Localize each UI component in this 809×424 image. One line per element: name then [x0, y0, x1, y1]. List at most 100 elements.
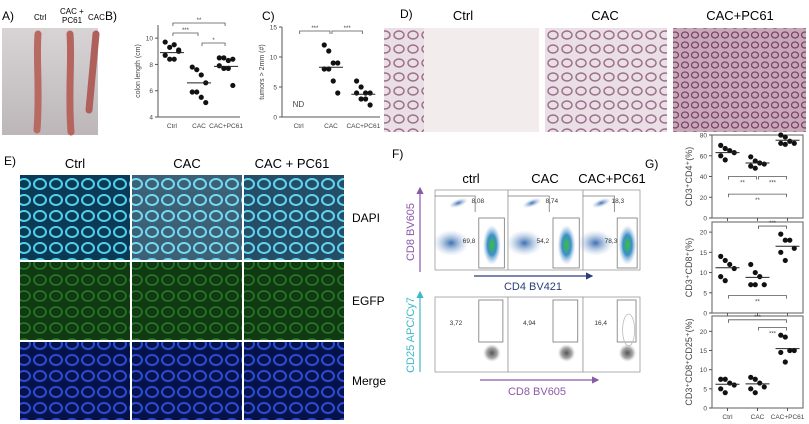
data-point [727, 261, 733, 268]
facs-cd8-cd25-0: 3,72 [434, 296, 509, 373]
y-tick-label: 0 [703, 406, 707, 413]
data-point [198, 72, 204, 78]
data-point [330, 60, 336, 66]
panel-f: F) ctrl CAC CAC+PC61 8,08 69,8 3,72 8,74 54,… [392, 147, 646, 398]
y-tick-label: 10 [700, 367, 708, 374]
y-axis-label: CD3⁺CD8⁺CD25⁺(%) [684, 318, 694, 405]
data-point [782, 134, 788, 140]
data-point [718, 153, 724, 159]
cd4-axis-label: CD4 BV421 [504, 281, 562, 293]
cd4-gate [616, 217, 638, 269]
cd4-neg-population [506, 230, 543, 256]
x-tick-label: Ctrl [167, 123, 178, 130]
row-egfp: EGFP [352, 294, 385, 308]
data-point [782, 257, 788, 264]
x-tick-label: CAC [324, 123, 338, 130]
data-point [167, 56, 173, 62]
data-point [353, 90, 360, 96]
data-point [718, 142, 724, 148]
data-point [791, 245, 797, 251]
panel-letter: D) [400, 7, 413, 21]
panel-letter: A) [2, 9, 14, 23]
y-tick-label: 20 [700, 329, 708, 336]
cd8-population-contour [482, 344, 501, 362]
significance-label: *** [311, 26, 319, 32]
y-tick-label: 10 [146, 36, 154, 43]
data-point [778, 332, 784, 338]
data-point [731, 265, 737, 272]
data-point [748, 374, 754, 380]
data-point [367, 90, 373, 96]
significance-bracket [201, 42, 226, 46]
data-point [752, 269, 758, 276]
data-point [162, 52, 168, 58]
significance-bracket [728, 295, 787, 299]
significance-label: *** [182, 28, 190, 34]
y-tick-label: 5 [273, 85, 277, 92]
colon-ctrl [33, 30, 42, 134]
label-ctrl: Ctrl [34, 13, 47, 22]
x-tick-label: CAC+PC61 [771, 414, 805, 421]
col-cac: CAC [173, 156, 200, 171]
data-point [367, 102, 373, 108]
cd4-neg-population [577, 230, 614, 256]
data-point [718, 386, 724, 392]
facs-cd4-cd8-2: 18,3 78,3 [577, 189, 641, 271]
cd25-gate [616, 299, 637, 343]
data-point [752, 158, 758, 164]
data-point [748, 154, 754, 160]
cd8-pos-population [448, 197, 468, 209]
cd8-gate [508, 195, 550, 212]
x-tick-label: CAC [751, 414, 765, 421]
image-egfp-cac [132, 262, 242, 340]
image-merge-ctrl [20, 342, 130, 420]
data-point [727, 380, 733, 386]
significance-label: ** [740, 181, 745, 187]
cd4-gate-value: 54,2 [537, 238, 550, 245]
data-point [748, 386, 754, 392]
data-point [778, 132, 784, 138]
data-point [752, 282, 758, 288]
cd4-pos-population [482, 225, 501, 265]
facs-cd4-cd8-1: 8,74 54,2 [506, 189, 584, 271]
significance-label: * [212, 38, 215, 44]
significance-label: *** [754, 315, 762, 321]
cd4-neg-population [433, 230, 470, 256]
data-point [761, 384, 767, 390]
image-egfp-ctrl [20, 262, 130, 340]
data-point [787, 347, 793, 354]
significance-bracket [728, 176, 757, 180]
significance-bracket [758, 327, 787, 331]
data-point [326, 48, 332, 54]
data-point [194, 67, 200, 73]
significance-bracket [758, 176, 787, 180]
y-tick-label: 80 [700, 133, 708, 140]
data-point [230, 82, 236, 89]
x-tick-label: Ctrl [722, 414, 733, 421]
cd8-gate-value: 8,74 [546, 198, 559, 205]
y-axis-label: colon length (cm) [135, 44, 142, 98]
cd4-gate [478, 217, 505, 269]
significance-bracket [172, 22, 226, 26]
label-cac: CAC [88, 13, 105, 22]
cd25-gate-value: 3,72 [450, 320, 463, 327]
image-merge-cac [132, 342, 242, 420]
cd25-axis-label: CD25 APC/Cy7 [405, 297, 417, 373]
y-axis-label: CD3⁺CD4⁺(%) [684, 147, 694, 207]
histology-cac [545, 28, 667, 132]
col-cac: CAC [591, 8, 618, 23]
data-point [778, 249, 784, 255]
data-point [757, 380, 763, 386]
col-ctrl: Ctrl [453, 8, 473, 23]
y-tick-label: 0 [703, 216, 707, 223]
y-tick-label: 60 [700, 153, 708, 160]
data-point [722, 376, 728, 382]
y-tick-label: 8 [149, 62, 153, 69]
y-tick-label: 40 [700, 174, 708, 181]
col-cac: CAC [531, 171, 558, 186]
cd8-pos-population [522, 197, 542, 209]
significance-label: ** [755, 198, 760, 204]
data-point [167, 44, 173, 50]
